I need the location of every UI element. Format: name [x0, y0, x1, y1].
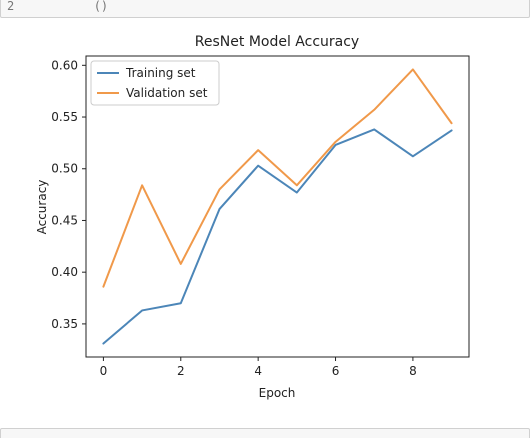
- series-line-training: [102, 128, 453, 345]
- chart-title: ResNet Model Accuracy: [195, 34, 359, 50]
- code-fragment: 2 (): [7, 0, 109, 13]
- y-tick-label: 0.50: [51, 162, 78, 176]
- legend: Training set Validation set: [90, 60, 220, 106]
- y-tick-label: 0.35: [51, 317, 78, 331]
- plot-frame: [85, 55, 470, 358]
- y-tick-label: 0.45: [51, 213, 78, 227]
- x-tick-label: 2: [177, 364, 185, 378]
- plot-area: 0 2 4 6 8 0.35 0.40 0.45 0.50 0.55 0.60: [51, 55, 470, 378]
- y-tick-label: 0.55: [51, 110, 78, 124]
- x-tick-label: 8: [409, 364, 417, 378]
- legend-label-training: Training set: [125, 66, 196, 80]
- next-code-cell[interactable]: [0, 428, 530, 438]
- previous-code-cell[interactable]: 2 (): [0, 0, 530, 18]
- series-line-validation: [102, 68, 453, 288]
- x-axis-title: Epoch: [259, 386, 296, 400]
- accuracy-chart: ResNet Model Accuracy 0 2 4 6 80.350.400.450…: [35, 34, 470, 400]
- legend-box: [90, 60, 220, 106]
- y-tick-label: 0.60: [51, 58, 78, 72]
- y-tick-label: 0.40: [51, 265, 78, 279]
- legend-label-validation: Validation set: [126, 86, 208, 100]
- x-tick-label: 4: [254, 364, 262, 378]
- x-tick-label: 6: [332, 364, 340, 378]
- x-tick-label: 0: [100, 364, 108, 378]
- y-axis-title: Accuracy: [35, 180, 49, 235]
